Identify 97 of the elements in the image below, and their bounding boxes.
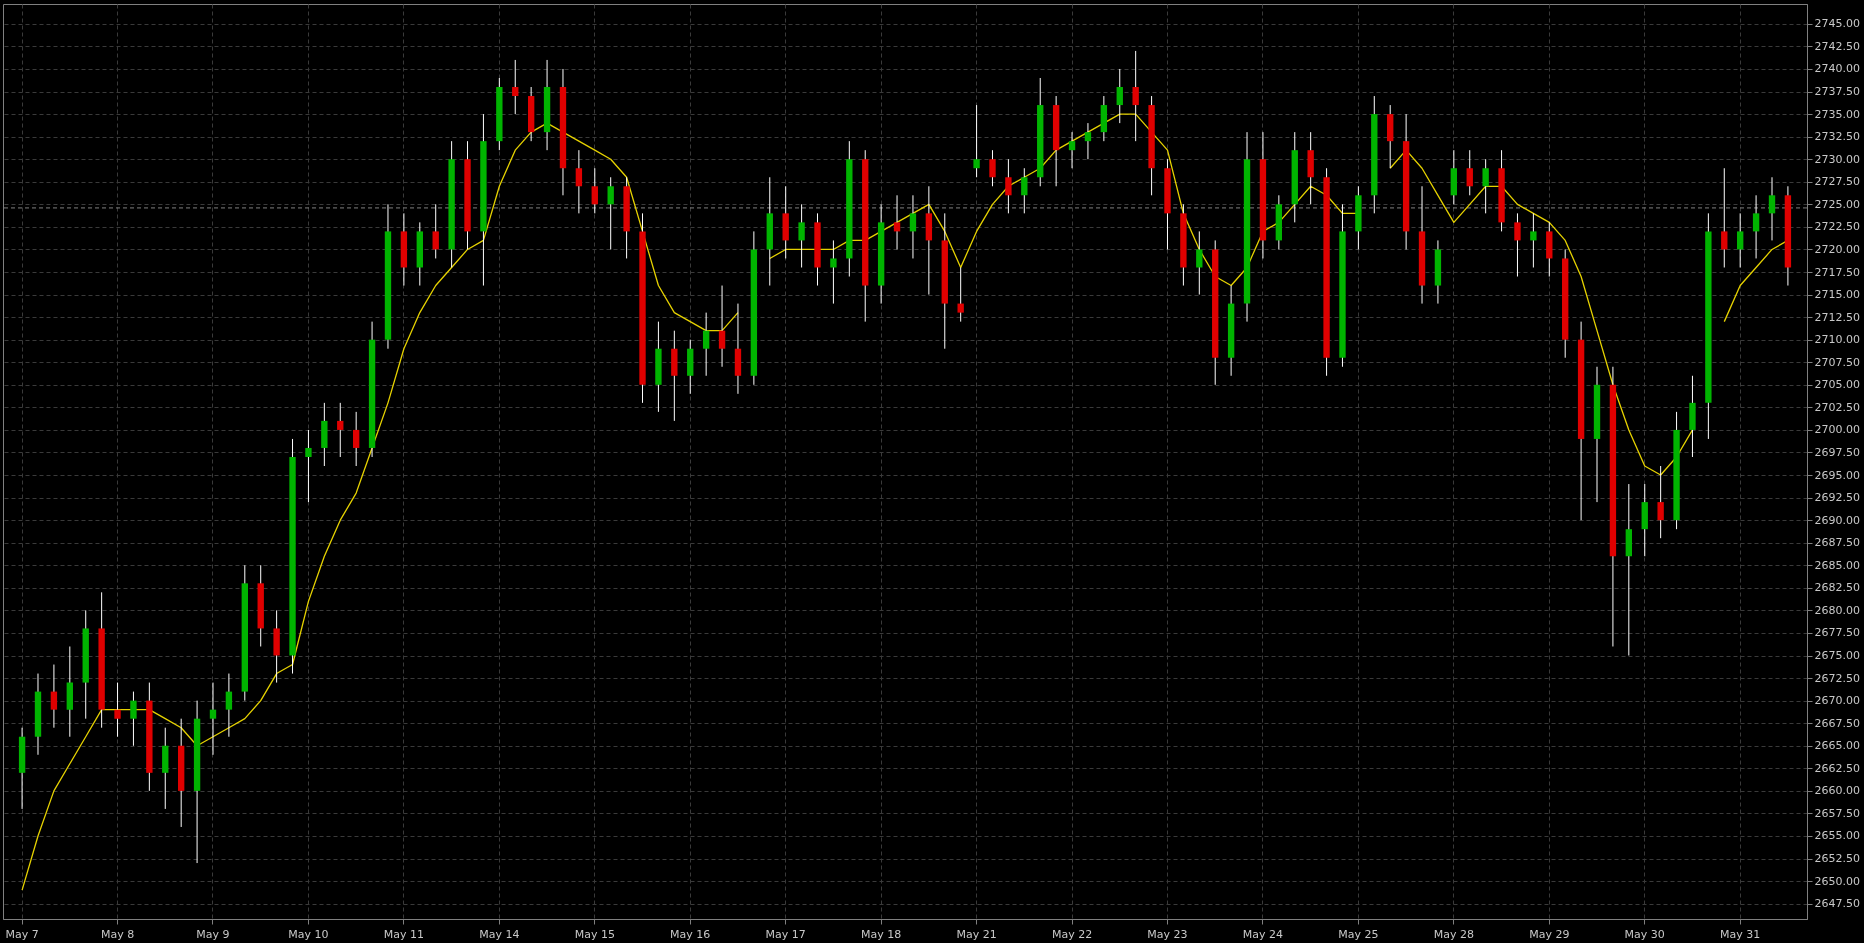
y-tick-label: 2732.50 [1814, 130, 1860, 144]
candlestick [130, 691, 137, 747]
candlestick [1657, 465, 1664, 539]
candlestick [1021, 167, 1028, 214]
candlestick [909, 194, 917, 259]
x-tick-label: May 18 [861, 927, 902, 941]
x-tick-label: May 24 [1242, 927, 1284, 941]
x-tick-label: May 7 [5, 927, 39, 941]
x-tick-label: May 25 [1338, 927, 1379, 941]
candlestick [893, 194, 901, 250]
candlestick [957, 266, 964, 323]
y-tick-label: 2742.50 [1814, 39, 1860, 53]
candlestick [1196, 230, 1203, 296]
y-tick-label: 2740.00 [1814, 62, 1860, 76]
x-tick-label: May 23 [1147, 927, 1188, 941]
candlestick [1084, 122, 1092, 160]
candlestick [830, 239, 837, 305]
y-tick-label: 2715.00 [1814, 288, 1860, 302]
candlestick [1132, 50, 1139, 142]
y-tick-label: 2697.50 [1814, 445, 1860, 459]
candlestick [702, 312, 710, 377]
x-tick-label: May 10 [288, 927, 329, 941]
candlestick [1514, 212, 1521, 278]
y-tick-label: 2722.50 [1814, 220, 1860, 234]
y-tick-label: 2700.00 [1814, 423, 1860, 437]
y-tick-label: 2670.00 [1814, 694, 1860, 708]
candlestick [1721, 167, 1728, 268]
y-tick-label: 2702.50 [1814, 400, 1860, 414]
candlestick [512, 59, 519, 115]
y-tick-label: 2650.00 [1814, 874, 1860, 888]
y-tick-label: 2692.50 [1814, 491, 1860, 505]
candlestick [352, 411, 360, 467]
candlestick [209, 682, 217, 756]
y-tick-label: 2727.50 [1814, 175, 1860, 189]
candlestick [114, 682, 121, 738]
candlestick [305, 429, 312, 503]
candlestick [798, 203, 805, 268]
candlestick [337, 402, 344, 458]
candlestick [607, 176, 614, 250]
y-tick-label: 2712.50 [1814, 310, 1860, 324]
y-tick-label: 2667.50 [1814, 716, 1860, 730]
x-tick-label: May 17 [765, 927, 806, 941]
candlestick [973, 104, 980, 178]
y-tick-label: 2745.00 [1814, 17, 1860, 31]
candlestick [1116, 68, 1123, 124]
y-tick-label: 2660.00 [1814, 784, 1860, 798]
x-tick-label: May 9 [196, 927, 230, 941]
y-tick-label: 2662.50 [1814, 761, 1860, 775]
candlestick [225, 673, 233, 738]
x-tick-label: May 22 [1051, 927, 1093, 941]
y-tick-label: 2725.00 [1814, 197, 1860, 211]
y-tick-label: 2705.00 [1814, 378, 1860, 392]
y-tick-label: 2687.50 [1814, 536, 1860, 550]
y-tick-label: 2682.50 [1814, 581, 1860, 595]
candlestick [591, 167, 598, 214]
x-tick-label: May 31 [1720, 927, 1761, 941]
x-tick-label: May 14 [479, 927, 520, 941]
y-tick-label: 2665.00 [1814, 739, 1860, 753]
x-tick-label: May 16 [670, 927, 711, 941]
y-tick-label: 2677.50 [1814, 626, 1860, 640]
y-tick-label: 2737.50 [1814, 85, 1860, 99]
candlestick [989, 149, 996, 187]
candlestick [1482, 158, 1489, 214]
y-tick-label: 2717.50 [1814, 265, 1860, 279]
candlestick [1752, 194, 1760, 259]
x-tick-label: May 30 [1624, 927, 1665, 941]
y-tick-label: 2655.00 [1814, 829, 1860, 843]
y-tick-label: 2657.50 [1814, 806, 1860, 820]
y-tick-label: 2675.00 [1814, 649, 1860, 663]
y-tick-label: 2720.00 [1814, 242, 1860, 256]
x-tick-label: May 29 [1529, 927, 1570, 941]
y-tick-label: 2652.50 [1814, 852, 1860, 866]
candlestick [718, 285, 726, 368]
candlestick [1466, 149, 1473, 196]
y-tick-label: 2647.50 [1814, 897, 1860, 911]
y-tick-label: 2672.50 [1814, 671, 1860, 685]
x-tick-label: May 8 [100, 927, 135, 941]
candlestick [1068, 131, 1076, 169]
x-tick-label: May 28 [1433, 927, 1474, 941]
candlestick [1530, 212, 1537, 268]
x-tick-label: May 11 [383, 927, 425, 941]
y-tick-label: 2735.00 [1814, 107, 1860, 121]
candlestick [1005, 158, 1012, 214]
candlestick [50, 664, 58, 729]
y-tick-label: 2730.00 [1814, 152, 1860, 166]
x-tick-label: May 15 [574, 927, 615, 941]
candlestick [1737, 212, 1744, 268]
y-tick-label: 2695.00 [1814, 468, 1860, 482]
y-tick-label: 2680.00 [1814, 603, 1860, 617]
y-tick-label: 2710.00 [1814, 333, 1860, 347]
x-tick-label: May 21 [956, 927, 997, 941]
candlestick [575, 149, 583, 214]
candlestick [432, 203, 439, 259]
y-tick-label: 2685.00 [1814, 558, 1860, 572]
y-tick-label: 2707.50 [1814, 355, 1860, 369]
candlestick [1768, 176, 1776, 241]
y-tick-label: 2690.00 [1814, 513, 1860, 527]
